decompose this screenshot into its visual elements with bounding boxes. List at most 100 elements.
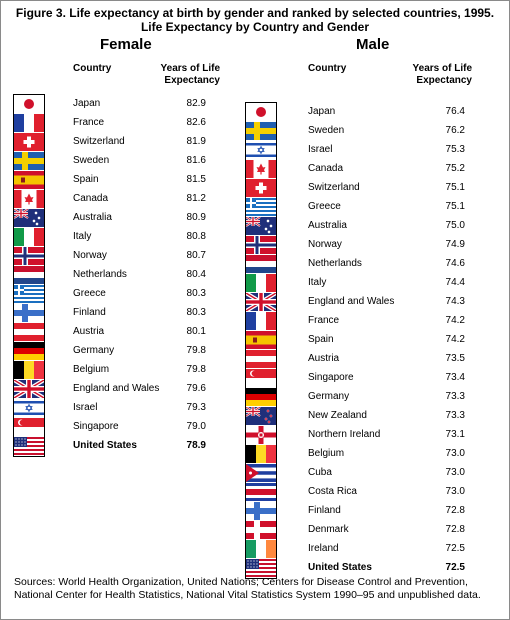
female-value-label: 81.2 [186, 193, 206, 204]
flag-singapore-icon [246, 369, 276, 387]
flag-france-icon [14, 114, 44, 132]
female-country-label: Greece [73, 288, 106, 299]
male-country-label: Costa Rica [308, 486, 357, 497]
flag-italy-icon [14, 228, 44, 246]
flag-japan-icon [14, 95, 44, 113]
male-country-label: Ireland [308, 543, 339, 554]
female-country-label: Canada [73, 193, 109, 204]
male-value-label: 72.5 [445, 543, 465, 554]
flag-greece-icon [246, 198, 276, 216]
flag-new-zealand-icon [246, 407, 276, 425]
female-country-label: Finland [73, 307, 106, 318]
flag-finland-icon [14, 304, 44, 322]
flag-spain-icon [246, 331, 276, 349]
male-country-label: New Zealand [308, 410, 367, 421]
female-years-header-line1: Years of Life [160, 63, 220, 74]
flag-austria-icon [246, 350, 276, 368]
male-country-label: Australia [308, 220, 347, 231]
female-value-label: 80.3 [186, 288, 206, 299]
male-country-label: Singapore [308, 372, 354, 383]
female-value-label: 80.8 [186, 231, 206, 242]
female-value-label: 79.3 [186, 402, 206, 413]
male-value-label: 74.2 [445, 315, 465, 326]
male-country-label: Finland [308, 505, 341, 516]
female-value-label: 81.6 [186, 155, 206, 166]
flag-belgium-icon [246, 445, 276, 463]
male-country-label: Canada [308, 163, 344, 174]
flag-israel-icon [246, 141, 276, 159]
flag-denmark-icon [246, 521, 276, 539]
female-value-label: 79.8 [186, 364, 206, 375]
flag-sweden-icon [14, 152, 44, 170]
female-years-header-line2: Expectancy [164, 75, 220, 86]
male-value-label: 73.4 [445, 372, 465, 383]
male-value-label: 72.5 [445, 562, 465, 573]
female-years-header: Years of Life Expectancy [140, 63, 220, 87]
male-country-label: England and Wales [308, 296, 395, 307]
male-country-label: Belgium [308, 448, 345, 459]
flag-ireland-icon [246, 540, 276, 558]
flag-united-states-icon [246, 559, 276, 577]
flag-norway-icon [14, 247, 44, 265]
female-value-label: 81.9 [186, 136, 206, 147]
male-value-label: 74.4 [445, 277, 465, 288]
flag-austria-icon [14, 323, 44, 341]
female-country-label: Singapore [73, 421, 119, 432]
male-value-label: 74.6 [445, 258, 465, 269]
flag-australia-icon [14, 209, 44, 227]
female-value-label: 82.6 [186, 117, 206, 128]
sources-note: Sources: World Health Organization, Unit… [14, 576, 481, 601]
female-country-label: Austria [73, 326, 105, 337]
male-country-label: Italy [308, 277, 327, 288]
male-years-header-line2: Expectancy [416, 75, 472, 86]
female-country-label: Israel [73, 402, 98, 413]
female-value-label: 80.4 [186, 269, 206, 280]
flag-england-and-wales-icon [14, 380, 44, 398]
flag-japan-icon [246, 103, 276, 121]
male-value-label: 76.4 [445, 106, 465, 117]
male-country-label: Netherlands [308, 258, 362, 269]
female-country-label: France [73, 117, 105, 128]
male-country-label: Austria [308, 353, 340, 364]
male-value-label: 76.2 [445, 125, 465, 136]
male-value-label: 75.2 [445, 163, 465, 174]
flag-northern-ireland-icon [246, 426, 276, 444]
male-value-label: 73.0 [445, 448, 465, 459]
flag-norway-icon [246, 236, 276, 254]
male-value-label: 73.3 [445, 391, 465, 402]
male-value-label: 73.3 [445, 410, 465, 421]
male-country-label: United States [308, 562, 372, 573]
flag-finland-icon [246, 502, 276, 520]
female-country-label: Italy [73, 231, 92, 242]
female-country-label: United States [73, 440, 137, 451]
male-country-label: Switzerland [308, 182, 360, 193]
male-value-label: 75.1 [445, 182, 465, 193]
female-country-label: Spain [73, 174, 99, 185]
female-country-label: Australia [73, 212, 112, 223]
female-country-label: Japan [73, 98, 101, 109]
female-value-label: 82.9 [186, 98, 206, 109]
male-value-label: 73.5 [445, 353, 465, 364]
female-country-label: Netherlands [73, 269, 127, 280]
flag-united-states-icon [14, 437, 44, 455]
female-country-label: Norway [73, 250, 107, 261]
female-value-label: 79.6 [186, 383, 206, 394]
female-country-label: Belgium [73, 364, 110, 375]
male-value-label: 72.8 [445, 524, 465, 535]
female-value-label: 79.0 [186, 421, 206, 432]
male-value-label: 74.9 [445, 239, 465, 250]
female-value-label: 80.9 [186, 212, 206, 223]
male-years-header-line1: Years of Life [412, 63, 472, 74]
male-value-label: 73.0 [445, 467, 465, 478]
female-country-label: Sweden [73, 155, 110, 166]
female-value-label: 80.1 [186, 326, 206, 337]
flag-spain-icon [14, 171, 44, 189]
female-country-label: Switzerland [73, 136, 125, 147]
male-country-label: Northern Ireland [308, 429, 381, 440]
male-value-label: 75.0 [445, 220, 465, 231]
flag-canada-icon [14, 190, 44, 208]
male-value-label: 73.0 [445, 486, 465, 497]
male-country-label: Spain [308, 334, 334, 345]
flag-italy-icon [246, 274, 276, 292]
female-value-label: 78.9 [186, 440, 206, 451]
